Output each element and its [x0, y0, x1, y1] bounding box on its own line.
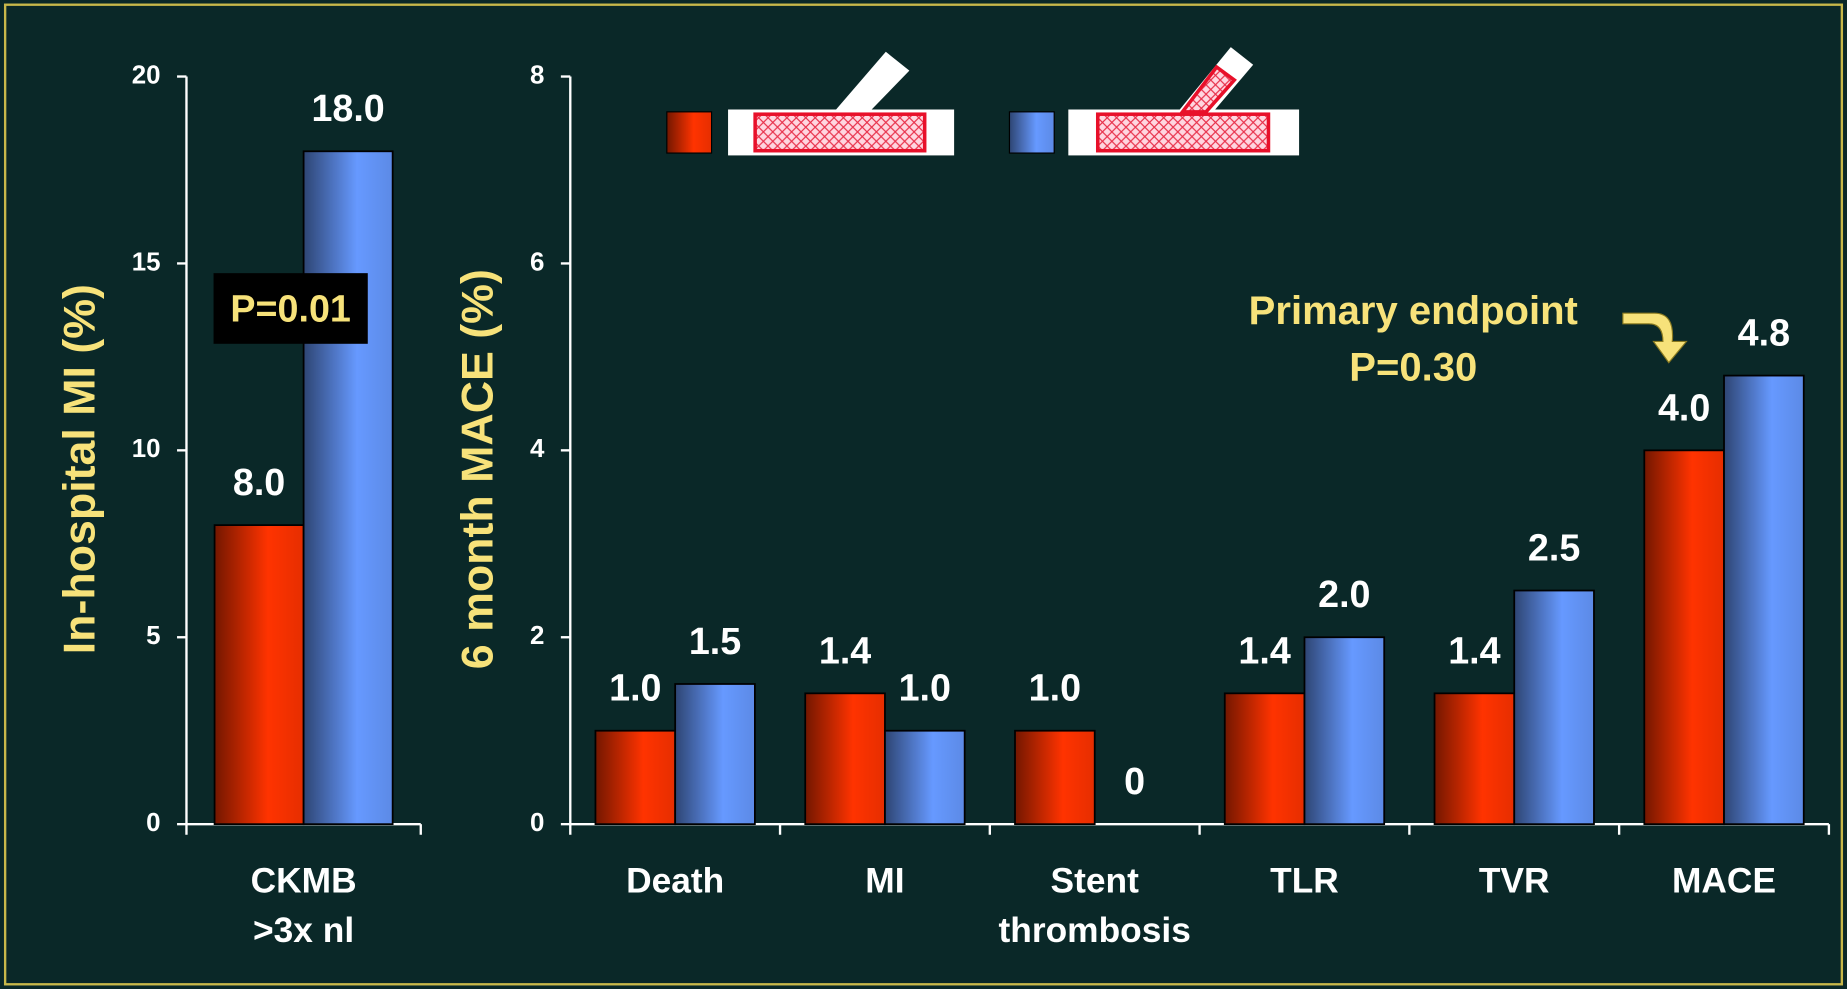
value-label: 2.5 [1528, 526, 1580, 568]
x-tick-label-box: CKMB >3x nl [163, 857, 444, 963]
bar-shade [1644, 450, 1724, 824]
value-label: 1.5 [689, 620, 741, 662]
bar-shade [1724, 376, 1804, 825]
bar-shade [595, 731, 675, 824]
x-tick-label: MACE [1596, 857, 1847, 906]
value-label: 2.0 [1318, 573, 1370, 615]
x-tick-label-box: MACE [1596, 857, 1847, 963]
value-label: 0 [1124, 760, 1145, 802]
y-tick-label: 15 [132, 248, 161, 276]
value-label: 1.0 [609, 667, 661, 709]
annotation: Primary endpoint P=0.30 [1178, 283, 1649, 396]
y-tick-label: 5 [146, 622, 160, 650]
value-label: 4.8 [1738, 312, 1790, 354]
bar-shade [304, 151, 393, 824]
y-tick-label: 20 [132, 61, 161, 89]
annotation-box: P=0.01 [214, 280, 368, 351]
value-label: 1.0 [1029, 667, 1081, 709]
value-label: 8.0 [233, 461, 285, 503]
y-tick-label: 6 [530, 248, 544, 276]
bar-shade [675, 684, 755, 824]
y-axis-label: 6 month MACE (%) [453, 269, 503, 669]
legend-stent [755, 114, 925, 150]
y-tick-label: 2 [530, 622, 544, 650]
x-tick-label: CKMB >3x nl [163, 857, 444, 956]
bar-shade [1304, 637, 1384, 824]
bar-shade [1015, 731, 1095, 824]
page: In-hospital MI (%)05101520CKMB >3x nl8.0… [0, 0, 1847, 989]
bar-shade [1225, 693, 1305, 824]
y-tick-label: 0 [530, 809, 544, 837]
y-tick-label: 4 [530, 435, 545, 463]
legend-swatch-shade [667, 112, 712, 153]
legend-swatch-shade [1009, 112, 1054, 153]
y-tick-label: 0 [146, 809, 160, 837]
value-label: 18.0 [311, 87, 384, 129]
y-tick-label: 10 [132, 435, 161, 463]
legend-stent [1098, 114, 1269, 150]
annotation: P=0.01 [214, 280, 368, 337]
bar-shade [885, 731, 965, 824]
value-label: 1.4 [1238, 629, 1290, 671]
y-axis-label: In-hospital MI (%) [55, 284, 105, 654]
annotation-box: Primary endpoint P=0.30 [1178, 283, 1649, 401]
value-label: 4.0 [1658, 386, 1710, 428]
value-label: 1.4 [1448, 629, 1500, 671]
value-label: 1.4 [819, 629, 871, 671]
y-tick-label: 8 [530, 61, 544, 89]
bar-shade [805, 693, 885, 824]
slide: In-hospital MI (%)05101520CKMB >3x nl8.0… [0, 0, 1847, 989]
bar-shade [1514, 591, 1594, 825]
bar-shade [215, 525, 304, 824]
value-label: 1.0 [899, 667, 951, 709]
bar-shade [1435, 693, 1515, 824]
